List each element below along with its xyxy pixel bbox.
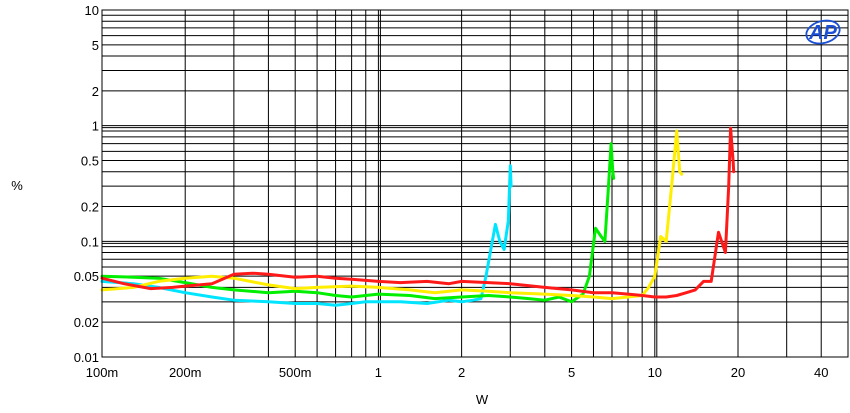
x-tick-label: 100m bbox=[86, 365, 119, 380]
x-tick-label: 20 bbox=[731, 365, 745, 380]
grid bbox=[102, 10, 848, 357]
series-line-3 bbox=[100, 129, 684, 301]
series-line-2 bbox=[100, 142, 616, 304]
ap-logo: AP bbox=[805, 19, 841, 45]
y-tick-label: 0.2 bbox=[81, 200, 99, 215]
x-tick-label: 200m bbox=[169, 365, 202, 380]
series-line-4 bbox=[100, 126, 736, 299]
x-axis-label: W bbox=[476, 392, 489, 407]
y-tick-label: 0.02 bbox=[74, 315, 99, 330]
x-tick-label: 5 bbox=[568, 365, 575, 380]
y-tick-labels: 10 5 2 1 0.5 0.2 0.1 0.05 0.02 0.01 bbox=[74, 3, 99, 365]
y-tick-label: 5 bbox=[92, 38, 99, 53]
y-tick-label: 0.5 bbox=[81, 153, 99, 168]
y-tick-label: 2 bbox=[92, 84, 99, 99]
series-group bbox=[100, 126, 736, 307]
x-tick-label: 40 bbox=[814, 365, 828, 380]
x-tick-label: 1 bbox=[375, 365, 382, 380]
y-axis-label: % bbox=[11, 178, 23, 193]
y-tick-label: 0.1 bbox=[81, 234, 99, 249]
y-tick-label: 0.01 bbox=[74, 350, 99, 365]
ap-logo-text: AP bbox=[808, 22, 837, 44]
y-tick-label: 0.05 bbox=[74, 269, 99, 284]
x-tick-label: 10 bbox=[648, 365, 662, 380]
plot-frame bbox=[101, 9, 849, 358]
x-tick-label: 2 bbox=[458, 365, 465, 380]
x-tick-labels: 100m 200m 500m 1 2 5 10 20 40 bbox=[86, 365, 829, 380]
y-tick-label: 10 bbox=[85, 3, 99, 18]
y-tick-label: 1 bbox=[92, 119, 99, 134]
x-tick-label: 500m bbox=[279, 365, 312, 380]
series-line-1 bbox=[100, 164, 513, 307]
